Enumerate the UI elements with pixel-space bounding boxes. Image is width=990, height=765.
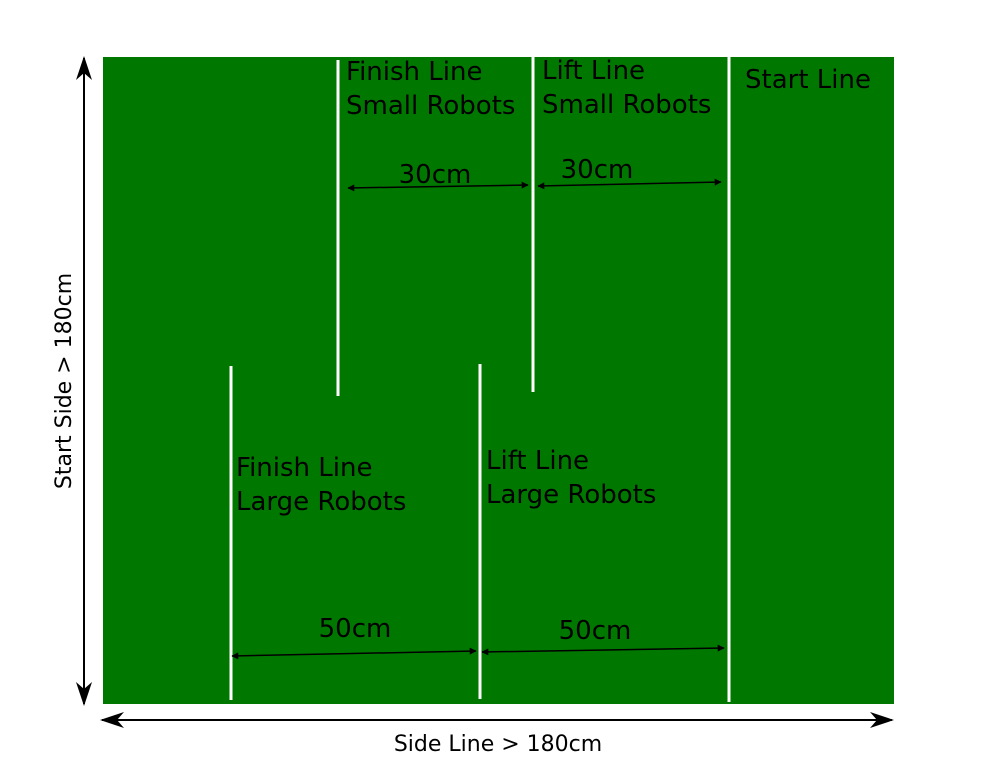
- dimension-arrow-large-lift-start: [481, 644, 725, 656]
- dimension-label-large-lift-start: 50cm: [559, 616, 632, 646]
- lift-small-label-line1: Lift Line: [542, 56, 645, 86]
- start-side-label: Start Side > 180cm: [52, 273, 77, 489]
- dimension-label-large-finish-lift: 50cm: [319, 614, 392, 644]
- start-line-label: Start Line: [745, 65, 871, 95]
- dimension-label-small-lift-start: 30cm: [561, 155, 634, 185]
- field: [103, 57, 894, 704]
- finish-small-label-line1: Finish Line: [346, 57, 482, 87]
- dimension-arrow-small-lift-start: [537, 178, 722, 190]
- lift-large-label-line1: Lift Line: [486, 446, 589, 476]
- lift-large-label-line2: Large Robots: [486, 480, 656, 510]
- finish-small-label-line2: Small Robots: [346, 91, 515, 121]
- dimension-arrow-small-finish-lift: [347, 181, 529, 192]
- side-line-label: Side Line > 180cm: [394, 732, 602, 757]
- finish-large-label-line1: Finish Line: [236, 453, 372, 483]
- lift-small-label-line2: Small Robots: [542, 90, 711, 120]
- finish-large-label-line2: Large Robots: [236, 487, 406, 517]
- dimension-arrow-large-finish-lift: [231, 647, 477, 660]
- dimension-label-small-finish-lift: 30cm: [399, 160, 472, 190]
